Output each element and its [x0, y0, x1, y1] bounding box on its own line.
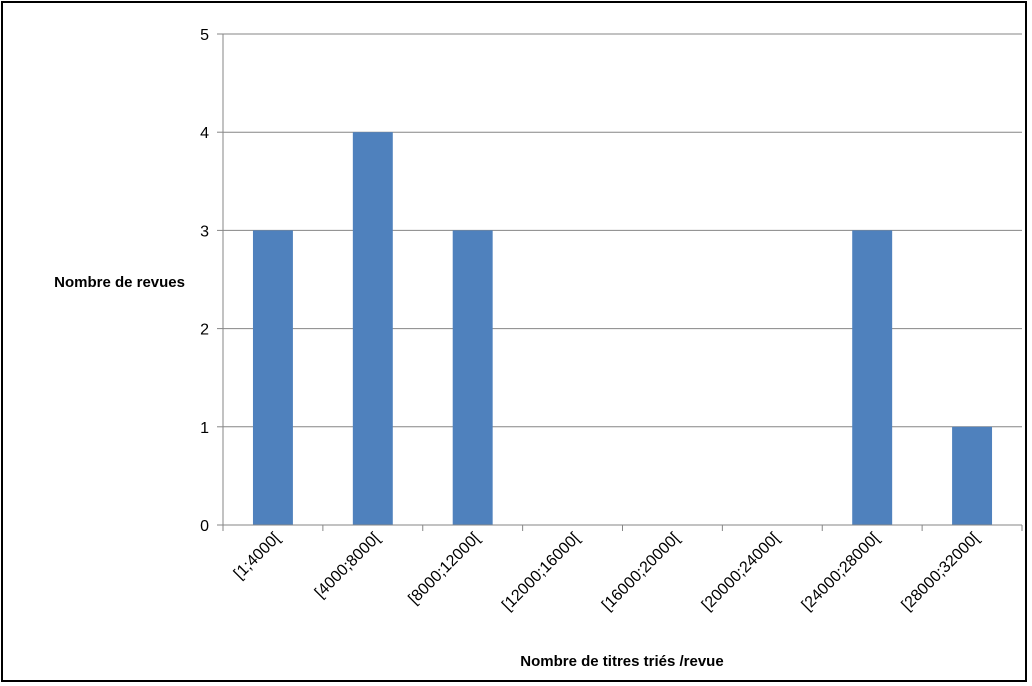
x-tick-label: [4000;8000[ — [312, 529, 384, 601]
x-tick-label: [16000;20000[ — [599, 529, 684, 614]
bar — [352, 132, 393, 525]
bar — [452, 230, 493, 525]
bar — [952, 426, 993, 525]
x-tick-label: [12000;16000[ — [499, 529, 584, 614]
gridlines — [223, 33, 1022, 428]
y-tick-labels: 0 1 2 3 4 5 — [200, 27, 209, 535]
x-tick-labels: [1;4000[ [4000;8000[ [8000;12000[[12000;16… — [231, 529, 983, 614]
y-tick-label: 3 — [200, 223, 209, 240]
y-tick-label: 5 — [200, 27, 209, 44]
bar — [252, 230, 293, 525]
x-tick-label: [28000;32000[ — [899, 529, 984, 614]
y-tick-label: 0 — [200, 518, 209, 535]
x-tick-label: [1;4000[ — [231, 529, 284, 582]
y-axis-title: Nombre de revues — [54, 274, 185, 291]
axes — [217, 33, 1023, 531]
y-tick-label: 4 — [200, 125, 209, 142]
x-tick-label: [24000;28000[ — [799, 529, 884, 614]
x-tick-label: [20000;24000[ — [699, 529, 784, 614]
y-tick-label: 2 — [200, 322, 209, 339]
x-axis-title: Nombre de titres triés /revue — [520, 653, 723, 670]
bars — [252, 132, 993, 525]
x-tick-label: [8000;12000[ — [405, 529, 483, 607]
bar — [852, 230, 893, 525]
y-tick-label: 1 — [200, 420, 209, 437]
